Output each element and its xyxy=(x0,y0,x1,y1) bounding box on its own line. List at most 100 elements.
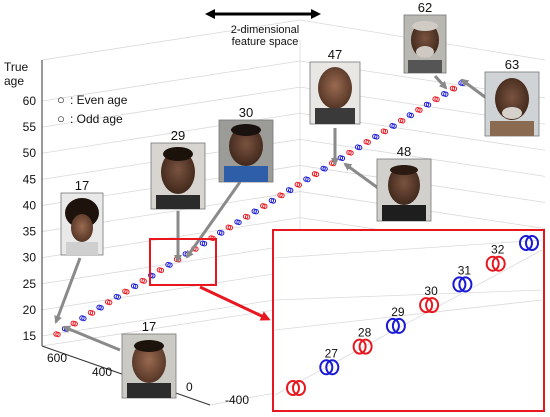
data-point xyxy=(89,310,96,316)
inset-point xyxy=(419,297,434,314)
inset-point xyxy=(319,359,334,376)
zoom-arrow xyxy=(199,285,271,321)
z-tick-label: 50 xyxy=(23,146,37,160)
data-point xyxy=(236,219,242,226)
z-axis-title-line2: age xyxy=(4,74,24,88)
inset-age-label: 27 xyxy=(325,346,339,360)
data-point xyxy=(81,315,87,322)
data-point xyxy=(201,241,208,247)
inset-age-label: 31 xyxy=(458,263,472,277)
z-tick-label: 30 xyxy=(23,251,37,265)
data-point xyxy=(124,289,130,295)
inset-point xyxy=(352,338,367,355)
inset-point xyxy=(385,317,400,334)
x-tick-label-600: 600 xyxy=(47,351,67,365)
legend: ○ : Even age ○ : Odd age xyxy=(57,92,128,126)
grid-line xyxy=(299,138,546,177)
inset-point xyxy=(286,380,300,396)
zoom-inset: 27 28 29 30 31 32 xyxy=(272,229,545,412)
data-point xyxy=(391,123,397,129)
arrow-face-63 xyxy=(460,78,490,102)
inset-frame xyxy=(272,229,545,412)
data-point xyxy=(55,331,61,338)
face-age-label: 48 xyxy=(397,144,411,159)
z-axis-title-line1: True xyxy=(4,60,29,74)
data-point xyxy=(322,166,328,172)
inset-point xyxy=(485,255,500,272)
inset-point xyxy=(519,235,533,251)
face-photo-30 xyxy=(218,119,274,183)
legend-odd-symbol: ○ xyxy=(57,111,65,126)
face-age-label: 17 xyxy=(75,178,89,193)
face-age-label: 17 xyxy=(142,319,156,334)
data-point xyxy=(72,321,78,327)
data-point xyxy=(141,278,147,284)
face-age-label: 62 xyxy=(418,0,432,15)
data-point xyxy=(107,299,113,306)
inset-point xyxy=(292,380,306,396)
zoom-region-box xyxy=(149,238,217,286)
x-tick-label-400: 400 xyxy=(92,365,112,379)
data-point xyxy=(425,102,432,108)
face-thumbnails xyxy=(60,14,540,399)
inset-point xyxy=(491,255,506,272)
inset-points xyxy=(286,235,539,396)
inset-age-label: 30 xyxy=(424,284,438,298)
data-point xyxy=(296,182,302,188)
arrow-face-17-top xyxy=(54,257,82,324)
grid-line xyxy=(41,243,301,285)
inset-age-label: 32 xyxy=(491,243,505,257)
inset-point xyxy=(452,276,467,293)
data-point xyxy=(305,176,311,183)
z-tick-label: 60 xyxy=(23,94,37,108)
z-tick-label: 25 xyxy=(23,277,37,291)
inset-point xyxy=(391,317,406,334)
grid-line xyxy=(41,86,301,128)
grid-line xyxy=(41,19,301,61)
inset-grid xyxy=(274,239,543,396)
data-point xyxy=(339,155,346,162)
caption-line2: feature space xyxy=(232,36,299,48)
data-point xyxy=(374,134,380,140)
caption-line1: 2-dimensional xyxy=(231,24,299,36)
inset-point xyxy=(458,276,473,293)
y-tick-label-neg400: -400 xyxy=(225,393,249,407)
data-point xyxy=(279,192,285,199)
face-age-label: 47 xyxy=(328,47,342,62)
data-point xyxy=(158,267,165,274)
grid-line xyxy=(41,269,301,311)
face-photo-29 xyxy=(150,142,206,210)
z-tick-labels: 60 55 50 45 40 35 30 25 20 15 xyxy=(23,94,37,343)
grid-line xyxy=(41,295,301,337)
data-point xyxy=(167,262,173,268)
face-age-label: 63 xyxy=(505,57,519,72)
face-age-labels: 17 29 30 47 62 63 48 17 xyxy=(75,0,519,334)
inset-point xyxy=(525,235,539,251)
inset-age-label: 29 xyxy=(391,305,405,319)
data-point xyxy=(219,230,225,236)
legend-odd-label: : Odd age xyxy=(70,112,123,126)
face-photo-62 xyxy=(403,14,447,74)
data-point xyxy=(132,283,139,290)
inset-age-label: 28 xyxy=(358,326,372,340)
z-tick-label: 55 xyxy=(23,120,37,134)
data-point xyxy=(400,118,406,124)
data-point xyxy=(356,144,363,151)
data-point xyxy=(115,294,122,300)
data-point xyxy=(417,107,423,113)
data-point xyxy=(382,128,389,135)
legend-even-label: : Even age xyxy=(70,93,128,107)
data-point xyxy=(244,214,251,220)
arrow-face-62 xyxy=(433,74,448,90)
data-point xyxy=(348,150,354,156)
data-point xyxy=(443,91,449,97)
inset-point xyxy=(425,297,440,314)
face-photo-63 xyxy=(484,71,540,137)
data-point xyxy=(288,187,294,194)
arrow-face-30 xyxy=(185,181,242,259)
data-point xyxy=(227,225,234,231)
face-photo-17-top xyxy=(60,192,104,256)
data-point xyxy=(270,198,277,204)
data-point xyxy=(262,203,268,210)
